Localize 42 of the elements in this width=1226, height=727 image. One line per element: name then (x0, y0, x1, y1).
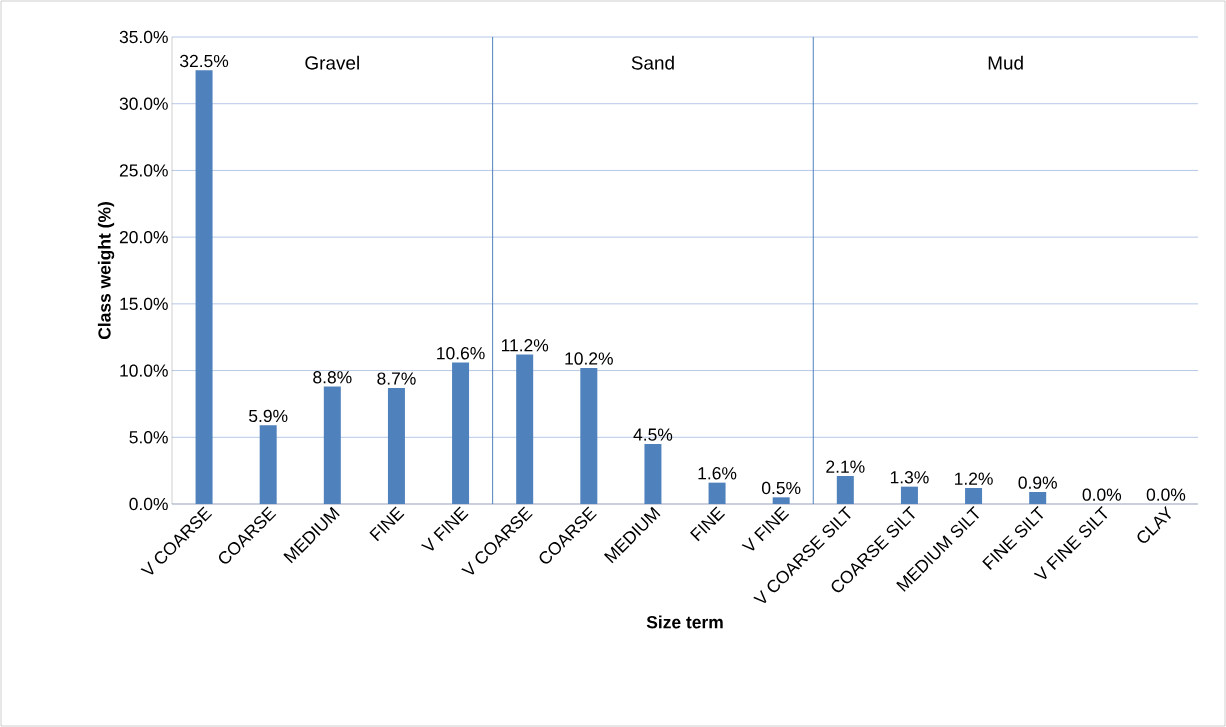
y-tick-label: 20.0% (119, 230, 168, 244)
annotation: Gravel (305, 55, 359, 70)
bar (708, 482, 726, 504)
data-label: 1.3% (890, 471, 929, 484)
y-tick-label: 30.0% (119, 97, 168, 110)
x-axis-title: Size term (646, 615, 723, 629)
data-label: 2.1% (826, 460, 865, 473)
data-label: 8.8% (313, 371, 352, 384)
bar (516, 354, 534, 504)
bar (452, 362, 470, 504)
data-label: 0.0% (1082, 488, 1122, 501)
bar (259, 425, 277, 504)
bar (836, 475, 854, 504)
bar (323, 386, 341, 504)
data-label: 1.2% (955, 472, 993, 485)
data-label: 8.7% (377, 372, 416, 385)
bar (900, 486, 918, 504)
data-label: 5.9% (249, 409, 288, 423)
bar (965, 487, 983, 504)
data-label: 10.2% (565, 352, 613, 365)
y-tick-label: 5.0% (129, 431, 168, 444)
annotation: Sand (631, 55, 674, 70)
bar (772, 497, 790, 504)
data-label: 11.2% (501, 339, 549, 352)
data-label: 1.6% (698, 467, 737, 480)
data-label: 4.5% (633, 428, 673, 441)
data-label: 10.6% (437, 347, 485, 360)
data-label: 32.5% (180, 54, 229, 68)
bar (387, 387, 405, 504)
y-axis-title: Class weight (%) (97, 202, 115, 340)
bar (644, 443, 662, 504)
annotation: Mud (988, 55, 1023, 70)
y-tick-label: 15.0% (120, 297, 168, 311)
bar (1029, 491, 1047, 504)
data-label: 0.9% (1018, 476, 1057, 489)
y-tick-label: 35.0% (119, 30, 168, 44)
data-label: 0.5% (762, 481, 801, 495)
bar (580, 367, 598, 504)
data-label: 0.0% (1146, 488, 1186, 501)
bar (195, 70, 213, 504)
y-tick-label: 10.0% (120, 364, 168, 377)
y-tick-label: 25.0% (119, 164, 168, 177)
